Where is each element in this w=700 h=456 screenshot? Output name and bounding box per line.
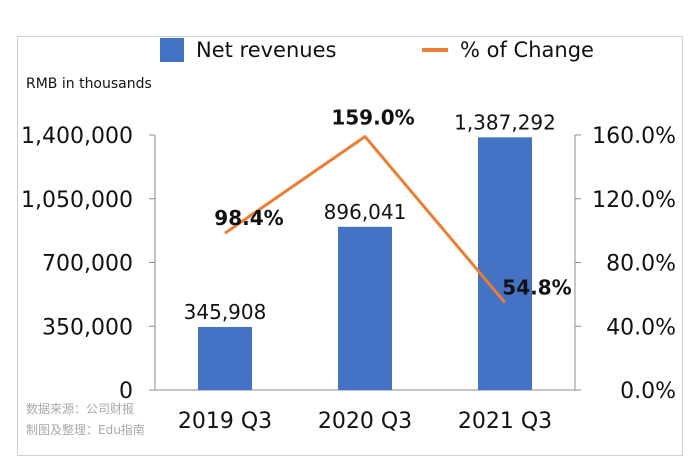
left-axis-tick-label: 700,000 xyxy=(42,252,133,277)
legend-swatch-line xyxy=(422,48,448,52)
line-data-label: 159.0% xyxy=(331,106,414,130)
legend-item-net-revenues: Net revenues xyxy=(160,38,336,62)
right-axis-tick-label: 40.0% xyxy=(606,315,676,340)
source-note: 数据来源：公司财报 xyxy=(26,402,135,416)
line-data-label: 98.4% xyxy=(214,206,283,230)
legend-label: Net revenues xyxy=(196,38,337,62)
line-data-label: 54.8% xyxy=(502,276,571,300)
right-axis-tick-label: 160.0% xyxy=(592,124,676,149)
x-axis-tick-label: 2019 Q3 xyxy=(178,409,272,434)
legend-swatch-bar xyxy=(160,38,184,62)
right-axis-tick-label: 120.0% xyxy=(592,188,676,213)
left-axis-tick-label: 1,400,000 xyxy=(21,124,133,149)
legend-label: % of Change xyxy=(460,38,594,62)
x-axis-tick-label: 2020 Q3 xyxy=(318,409,412,434)
y-axis-unit-label: RMB in thousands xyxy=(26,76,152,92)
legend-item-percent-change: % of Change xyxy=(422,38,594,62)
series-line xyxy=(224,135,507,304)
bar xyxy=(478,137,532,390)
bar-data-label: 345,908 xyxy=(184,300,267,324)
left-axis-tick-label: 0 xyxy=(119,379,133,404)
x-axis-tick-label: 2021 Q3 xyxy=(458,409,552,434)
left-axis-tick-label: 350,000 xyxy=(42,315,133,340)
credit-note: 制图及整理：Edu指南 xyxy=(26,423,145,437)
bar xyxy=(198,326,252,390)
right-axis-tick-label: 80.0% xyxy=(606,252,676,277)
left-axis-tick-label: 1,050,000 xyxy=(21,188,133,213)
right-axis-tick-label: 0.0% xyxy=(620,379,676,404)
bar xyxy=(338,226,392,390)
bar-data-label: 896,041 xyxy=(324,200,407,224)
bar-data-label: 1,387,292 xyxy=(454,110,556,134)
